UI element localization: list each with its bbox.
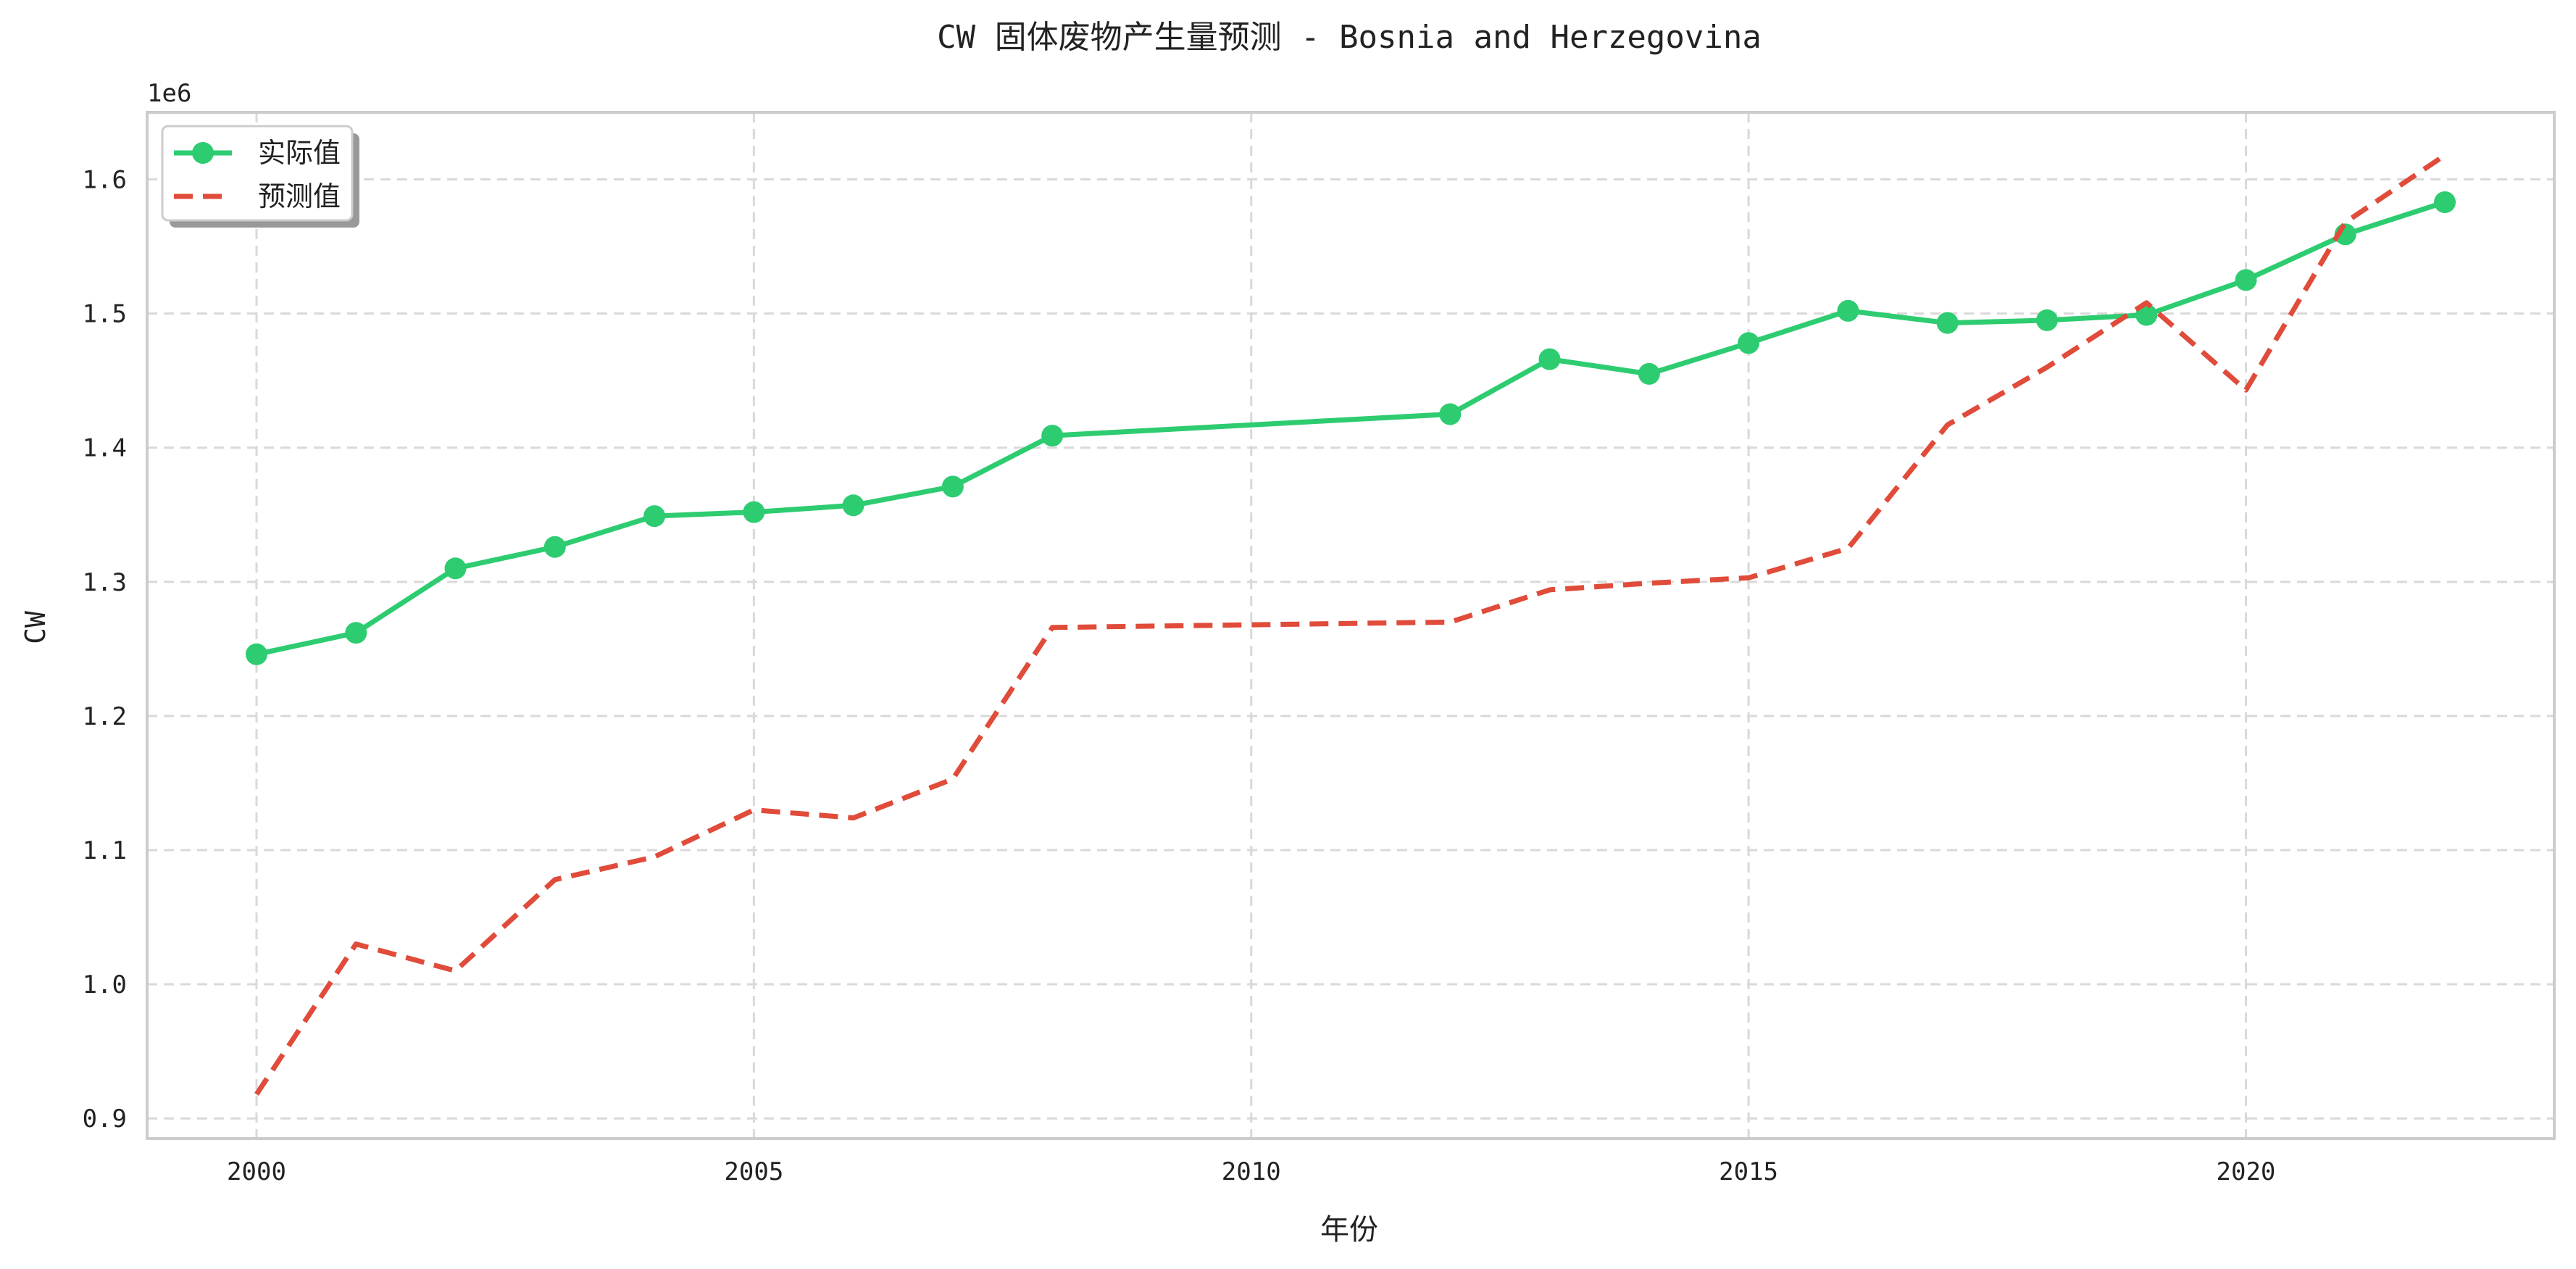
legend-marker-actual xyxy=(192,142,214,164)
data-point-actual xyxy=(643,505,666,528)
x-tick-label: 2010 xyxy=(1222,1157,1281,1186)
y-tick-label: 0.9 xyxy=(83,1104,127,1133)
series-line-actual xyxy=(256,199,2446,657)
series-group xyxy=(246,153,2456,1096)
data-point-actual xyxy=(2135,304,2158,326)
y-axis-label: CW xyxy=(20,611,51,644)
data-point-actual xyxy=(246,643,267,665)
legend-label-actual: 实际值 xyxy=(258,137,341,169)
series-line-predicted xyxy=(254,153,2446,1096)
y-tick-label: 1.3 xyxy=(83,568,127,597)
data-point-actual xyxy=(345,622,367,644)
data-point-actual xyxy=(743,501,765,523)
data-point-actual xyxy=(2434,191,2456,213)
data-point-actual xyxy=(1837,299,1859,322)
x-tick-label: 2015 xyxy=(1719,1157,1778,1186)
y-tick-label: 1.2 xyxy=(83,702,127,731)
y-tick-label: 1.6 xyxy=(83,166,127,195)
plot-frame xyxy=(146,111,2556,1140)
y-tick-label: 1.5 xyxy=(83,300,127,329)
y-tick-label: 1.1 xyxy=(83,836,127,865)
data-point-actual xyxy=(842,494,864,517)
y-offset-label: 1e6 xyxy=(147,79,191,108)
data-point-actual xyxy=(1638,362,1660,385)
ticks: 2000 2005 2010 2015 2020 0.9 1.0 1.1 1.2 1.3 1.4 1.… xyxy=(83,166,2276,1186)
data-point-actual xyxy=(1041,425,1064,447)
x-axis-label: 年份 xyxy=(1320,1213,1378,1247)
x-tick-label: 2020 xyxy=(2217,1157,2276,1186)
data-point-actual xyxy=(1738,332,1760,354)
data-point-actual xyxy=(2235,269,2257,291)
legend: 实际值 预测值 xyxy=(161,125,359,228)
y-tick-label: 1.0 xyxy=(83,970,127,999)
chart-title: CW 固体废物产生量预测 - Bosnia and Herzegovina xyxy=(937,19,1762,56)
data-point-actual xyxy=(1439,403,1462,425)
data-point-actual xyxy=(444,557,467,580)
data-point-actual xyxy=(941,475,964,498)
data-point-actual xyxy=(1936,312,1959,334)
y-tick-label: 1.4 xyxy=(83,434,127,463)
x-tick-label: 2005 xyxy=(724,1157,783,1186)
legend-label-predicted: 预测值 xyxy=(258,180,341,212)
x-tick-label: 2000 xyxy=(227,1157,286,1186)
data-point-actual xyxy=(1538,348,1561,370)
data-point-actual xyxy=(543,536,566,558)
data-point-actual xyxy=(2035,309,2058,331)
